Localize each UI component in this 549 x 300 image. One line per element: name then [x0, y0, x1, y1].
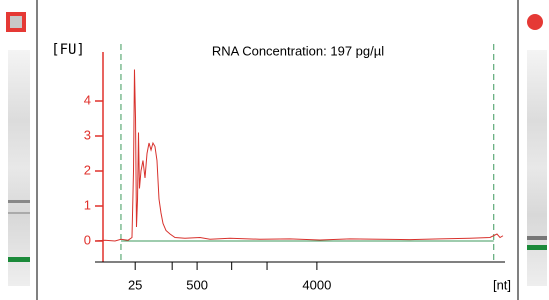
y-tick-label: 4: [84, 92, 91, 107]
x-tick-label: 4000: [302, 277, 331, 292]
x-axis-label: [nt]: [493, 277, 511, 292]
y-tick-label: 3: [84, 127, 91, 142]
chart-title: RNA Concentration: 197 pg/µl: [212, 43, 384, 58]
x-tick-label: 25: [128, 277, 142, 292]
y-tick-label: 1: [84, 197, 91, 212]
x-tick-label: 500: [186, 277, 208, 292]
y-tick-label: 0: [84, 232, 91, 247]
y-tick-label: 2: [84, 162, 91, 177]
right-gel-lane: [518, 0, 547, 300]
trace-line: [95, 70, 503, 242]
electropherogram: RNA Concentration: 197 pg/µl [FU] [nt] 0…: [0, 0, 549, 300]
left-gel-lane: [6, 0, 37, 300]
y-axis-label: [FU]: [51, 42, 85, 58]
